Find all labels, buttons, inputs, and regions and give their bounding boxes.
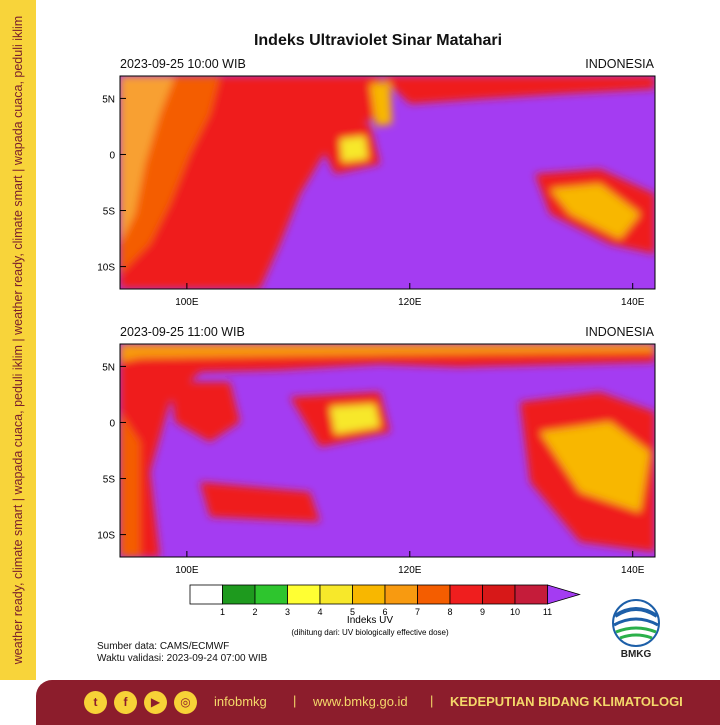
legend-labels: 1 2 3 4 5 6 7 8 9 10 11 xyxy=(220,607,552,617)
logo-label: BMKG xyxy=(620,649,652,660)
legend-label: 9 xyxy=(480,607,485,617)
legend-color-box xyxy=(384,584,418,605)
legend-color-box xyxy=(319,584,353,605)
instagram-icon[interactable]: ◎ xyxy=(174,691,197,714)
side-banner: weather ready, climate smart | wapada cu… xyxy=(0,0,36,680)
legend-label: 11 xyxy=(543,607,552,617)
legend-color-box xyxy=(189,584,223,605)
axis-ticks-1: 100E 120E 140E 5N 0 5S 10S xyxy=(97,94,645,308)
map-frame xyxy=(119,75,656,290)
footer-separator: | xyxy=(293,693,297,708)
uv-map-2: 100E 120E 140E 5N 0 5S 10S xyxy=(97,343,656,576)
twitter-icon[interactable]: t xyxy=(84,691,107,714)
lat-tick-label: 5N xyxy=(102,94,115,105)
legend-label: 1 xyxy=(220,607,225,617)
legend-color-box xyxy=(352,584,386,605)
lat-tick-label: 5N xyxy=(102,362,115,373)
legend-color-box xyxy=(287,584,321,605)
uv-legend: 1 2 3 4 5 6 7 8 9 10 11 Indeks UV (dihitung dari: … xyxy=(189,584,581,637)
panel-date: 2023-09-25 11:00 WIB xyxy=(120,325,245,339)
department-name: KEDEPUTIAN BIDANG KLIMATOLOGI xyxy=(450,694,683,709)
panel-region: INDONESIA xyxy=(585,57,654,71)
footer-separator: | xyxy=(430,693,434,708)
lat-tick-label: 5S xyxy=(103,475,116,486)
legend-label: 4 xyxy=(317,607,322,617)
legend-label: 6 xyxy=(382,607,387,617)
footer-bar: t f ▶ ◎ infobmkg | www.bmkg.go.id | KEDE… xyxy=(36,680,720,725)
legend-color-box xyxy=(514,584,548,605)
uv-map-panel-1100: 100E 120E 140E 5N 0 5S 10S 2023-09-25 11:00 WI… xyxy=(80,322,680,587)
social-handle[interactable]: infobmkg xyxy=(214,694,267,709)
uv-field-2 xyxy=(120,344,655,557)
legend-label: 7 xyxy=(415,607,420,617)
youtube-icon[interactable]: ▶ xyxy=(144,691,167,714)
validation-note: Waktu validasi: 2023-09-24 07:00 WIB xyxy=(97,653,268,664)
facebook-icon[interactable]: f xyxy=(114,691,137,714)
uv-map-1: 100E 120E 140E 5N 0 5S 10S xyxy=(97,75,656,308)
legend-color-boxes xyxy=(189,584,581,605)
lon-tick-label: 140E xyxy=(621,565,645,576)
uv-map-panel-1000: 100E 120E 140E 5N 0 5S 10S 2023-09-25 10:00 WI… xyxy=(80,54,680,319)
lon-tick-label: 100E xyxy=(175,297,199,308)
source-note: Sumber data: CAMS/ECMWF xyxy=(97,641,230,652)
lon-tick-label: 120E xyxy=(398,565,422,576)
page-title: Indeks Ultraviolet Sinar Matahari xyxy=(253,32,503,49)
legend-label: 2 xyxy=(252,607,257,617)
legend-subtitle: (dihitung dari: UV biologically effectiv… xyxy=(291,628,449,637)
lat-tick-label: 0 xyxy=(109,418,115,429)
lon-tick-label: 140E xyxy=(621,297,645,308)
legend-arrow xyxy=(547,584,581,605)
website-link[interactable]: www.bmkg.go.id xyxy=(313,694,408,709)
panel-region: INDONESIA xyxy=(585,325,654,339)
legend-title: Indeks UV xyxy=(347,615,393,626)
map-frame xyxy=(119,343,656,558)
panel-date: 2023-09-25 10:00 WIB xyxy=(120,57,246,71)
legend-color-box xyxy=(222,584,256,605)
legend-label: 8 xyxy=(447,607,452,617)
legend-color-box xyxy=(449,584,483,605)
lat-tick-label: 0 xyxy=(109,150,115,161)
lon-tick-label: 120E xyxy=(398,297,422,308)
axis-ticks-2: 100E 120E 140E 5N 0 5S 10S xyxy=(97,362,645,576)
lon-tick-label: 100E xyxy=(175,565,199,576)
legend-color-box xyxy=(417,584,451,605)
bmkg-emblem-icon xyxy=(612,599,660,647)
legend-label: 10 xyxy=(510,607,520,617)
bmkg-logo: BMKG xyxy=(606,598,666,662)
legend-color-box xyxy=(482,584,516,605)
legend-label: 5 xyxy=(350,607,355,617)
lat-tick-label: 10S xyxy=(97,531,115,542)
uv-field-1 xyxy=(120,76,655,289)
legend-color-box xyxy=(254,584,288,605)
lat-tick-label: 5S xyxy=(103,207,116,218)
lat-tick-label: 10S xyxy=(97,263,115,274)
side-banner-text: weather ready, climate smart | wapada cu… xyxy=(11,15,25,665)
legend-label: 3 xyxy=(285,607,290,617)
